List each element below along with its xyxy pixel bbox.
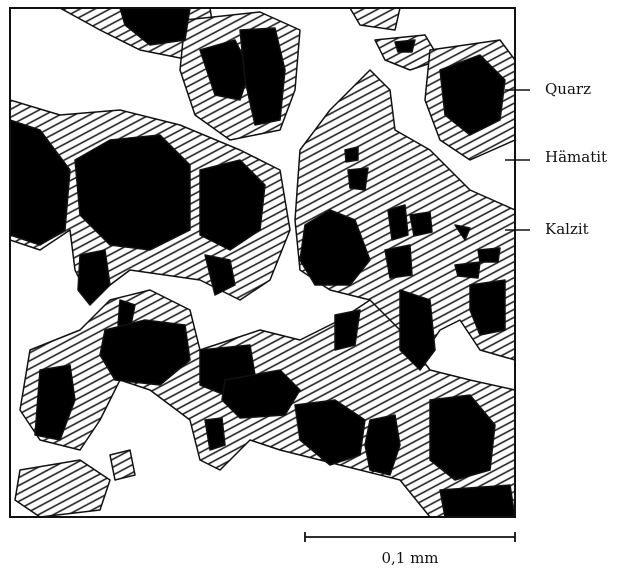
micrograph [10, 8, 515, 517]
scale-bar [305, 532, 515, 542]
label-haematit: Hämatit [545, 148, 607, 166]
figure: Quarz Hämatit Kalzit 0,1 mm [0, 0, 627, 569]
label-kalzit: Kalzit [545, 220, 589, 238]
label-quarz: Quarz [545, 80, 591, 98]
scale-label: 0,1 mm [381, 549, 438, 567]
